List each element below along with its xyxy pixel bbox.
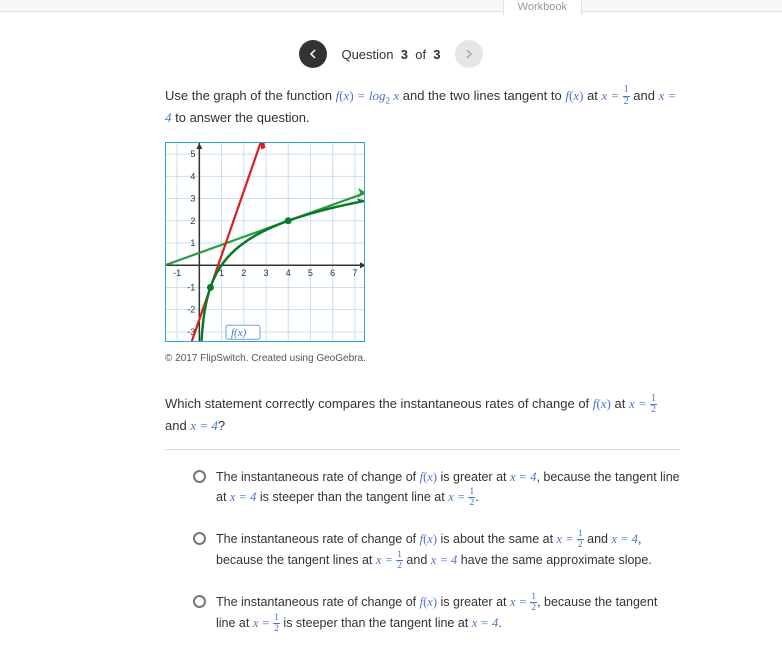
intro-text: Use the graph of the function f(x) = log… [165, 86, 680, 128]
svg-text:7: 7 [352, 268, 357, 278]
choice-c[interactable]: The instantaneous rate of change of f(x)… [193, 593, 680, 634]
next-button[interactable] [455, 40, 483, 68]
graph-container: -11234567-3-2-112345f(x) [165, 142, 680, 348]
graph: -11234567-3-2-112345f(x) [165, 142, 365, 342]
svg-text:-1: -1 [173, 268, 181, 278]
choices: The instantaneous rate of change of f(x)… [165, 468, 680, 634]
math-x-half: x = 12 [602, 88, 630, 103]
radio-c[interactable] [193, 595, 206, 608]
question-word: Question [341, 47, 393, 62]
top-bar: Workbook [0, 0, 782, 12]
svg-text:6: 6 [330, 268, 335, 278]
choice-b[interactable]: The instantaneous rate of change of f(x)… [193, 530, 680, 571]
chevron-right-icon [464, 49, 474, 59]
workbook-tab[interactable]: Workbook [503, 0, 582, 15]
of-word: of [415, 47, 426, 62]
math-fx-eq-log: f(x) = log2 x [336, 88, 400, 103]
choice-b-text: The instantaneous rate of change of f(x)… [216, 530, 680, 571]
math-fx: f(x) [565, 88, 583, 103]
question-stem: Which statement correctly compares the i… [165, 394, 680, 435]
choice-a[interactable]: The instantaneous rate of change of f(x)… [193, 468, 680, 508]
radio-b[interactable] [193, 532, 206, 545]
choice-c-text: The instantaneous rate of change of f(x)… [216, 593, 680, 634]
svg-text:4: 4 [190, 171, 195, 181]
copyright: © 2017 FlipSwitch. Created using GeoGebr… [165, 351, 680, 366]
separator [165, 449, 680, 450]
question-header: Question 3 of 3 [0, 12, 782, 86]
total-q: 3 [433, 47, 440, 62]
svg-text:f(x): f(x) [231, 327, 247, 339]
math-x-4-stem: x = 4 [190, 418, 218, 433]
choice-a-text: The instantaneous rate of change of f(x)… [216, 468, 680, 508]
prev-button[interactable] [299, 40, 327, 68]
svg-text:-2: -2 [187, 304, 195, 314]
question-label: Question 3 of 3 [341, 47, 440, 62]
current-q: 3 [401, 47, 408, 62]
svg-text:2: 2 [241, 268, 246, 278]
svg-text:5: 5 [190, 149, 195, 159]
radio-a[interactable] [193, 470, 206, 483]
svg-text:4: 4 [286, 268, 291, 278]
chevron-left-icon [308, 49, 318, 59]
svg-text:3: 3 [263, 268, 268, 278]
svg-text:1: 1 [190, 238, 195, 248]
math-fx-stem: f(x) [593, 396, 611, 411]
math-x-half-stem: x = 12 [629, 396, 657, 411]
svg-text:2: 2 [190, 216, 195, 226]
svg-text:-1: -1 [187, 282, 195, 292]
svg-text:5: 5 [308, 268, 313, 278]
svg-text:3: 3 [190, 193, 195, 203]
